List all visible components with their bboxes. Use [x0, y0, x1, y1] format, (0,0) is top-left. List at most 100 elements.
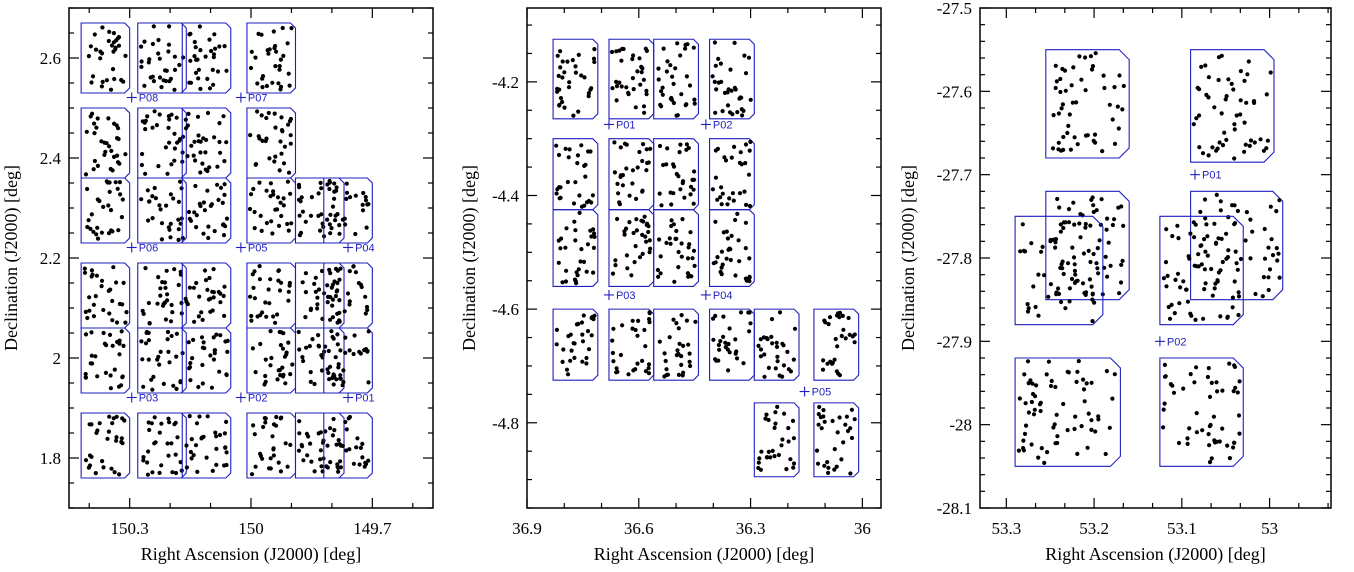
source-point	[364, 225, 369, 230]
source-point	[187, 285, 192, 290]
source-point	[624, 85, 629, 90]
source-point	[719, 249, 725, 254]
source-point	[214, 462, 219, 467]
source-point	[157, 470, 162, 475]
source-point	[592, 47, 597, 52]
source-point	[1198, 209, 1203, 214]
source-point	[220, 222, 226, 227]
source-point	[83, 371, 88, 377]
source-point	[330, 282, 335, 287]
source-point	[635, 165, 640, 170]
field-outline	[552, 38, 599, 120]
source-point	[1095, 246, 1100, 251]
source-point	[328, 317, 333, 322]
source-point	[224, 216, 230, 221]
source-point	[206, 224, 211, 229]
source-point	[341, 368, 346, 373]
source-point	[166, 416, 171, 421]
source-point	[1096, 271, 1101, 276]
source-point	[1217, 140, 1222, 145]
source-point	[325, 443, 330, 448]
x-tick-label: 150.3	[111, 519, 149, 538]
source-point	[572, 355, 577, 360]
source-point	[260, 310, 265, 315]
source-point	[1062, 68, 1068, 73]
source-point	[1187, 256, 1192, 261]
source-point	[773, 366, 778, 371]
source-point	[89, 330, 94, 335]
source-point	[263, 379, 268, 384]
source-point	[268, 363, 273, 368]
source-point	[1110, 117, 1115, 122]
source-point	[1070, 100, 1075, 105]
source-point	[689, 274, 694, 279]
source-point	[713, 63, 718, 68]
source-point	[743, 220, 749, 225]
source-point	[1072, 262, 1077, 267]
source-point	[108, 208, 114, 213]
source-point	[1091, 203, 1096, 208]
source-point	[1051, 237, 1056, 242]
source-point	[337, 318, 342, 323]
source-point	[211, 52, 217, 57]
source-point	[1193, 222, 1198, 227]
source-point	[271, 314, 276, 319]
source-point	[589, 234, 594, 239]
source-point	[109, 148, 114, 153]
source-point	[732, 144, 737, 149]
source-point	[715, 255, 720, 260]
x-axis-label: Right Ascension (J2000) [deg]	[594, 544, 814, 565]
source-point	[1224, 137, 1229, 142]
source-point	[203, 278, 209, 283]
source-point	[251, 186, 256, 192]
source-point	[1120, 107, 1125, 112]
source-point	[280, 25, 285, 31]
source-point	[335, 332, 340, 337]
source-point	[111, 49, 116, 54]
pointing-label: P05	[248, 243, 268, 255]
source-point	[791, 461, 797, 466]
source-point	[739, 107, 744, 112]
source-point	[576, 109, 581, 114]
source-point	[303, 315, 308, 320]
field-outline	[137, 412, 187, 479]
source-point	[1036, 272, 1041, 277]
source-point	[556, 260, 561, 265]
source-point	[1119, 204, 1124, 209]
source-point	[222, 44, 227, 49]
source-point	[1164, 227, 1169, 232]
source-point	[566, 155, 571, 160]
pointing-label: P06	[139, 243, 159, 255]
source-point	[1209, 266, 1214, 272]
source-point	[140, 357, 145, 362]
source-point	[1201, 316, 1206, 321]
source-point	[825, 361, 830, 366]
source-point	[327, 267, 332, 272]
source-point	[573, 238, 578, 243]
chart-panel-3: 53.3 53.2 53.1 53-27.5-27.6-27.7-27.8-27.9-…	[898, 0, 1332, 565]
source-point	[1060, 102, 1065, 107]
source-point	[1079, 424, 1084, 429]
source-point	[327, 222, 332, 227]
source-point	[644, 92, 649, 97]
source-point	[1053, 245, 1058, 250]
source-point	[668, 190, 673, 195]
source-point	[692, 263, 697, 268]
source-point	[670, 74, 675, 79]
source-point	[762, 374, 767, 379]
source-point	[164, 203, 169, 208]
source-point	[286, 289, 291, 294]
source-point	[257, 277, 262, 282]
source-point	[82, 270, 88, 275]
field-outline	[552, 308, 599, 381]
source-point	[665, 59, 670, 64]
source-point	[95, 374, 100, 379]
source-point	[620, 323, 625, 328]
source-point	[1080, 281, 1086, 286]
source-point	[259, 113, 264, 118]
source-point	[713, 110, 718, 115]
source-point	[338, 459, 343, 464]
field-outline	[137, 177, 187, 244]
source-point	[287, 280, 292, 286]
